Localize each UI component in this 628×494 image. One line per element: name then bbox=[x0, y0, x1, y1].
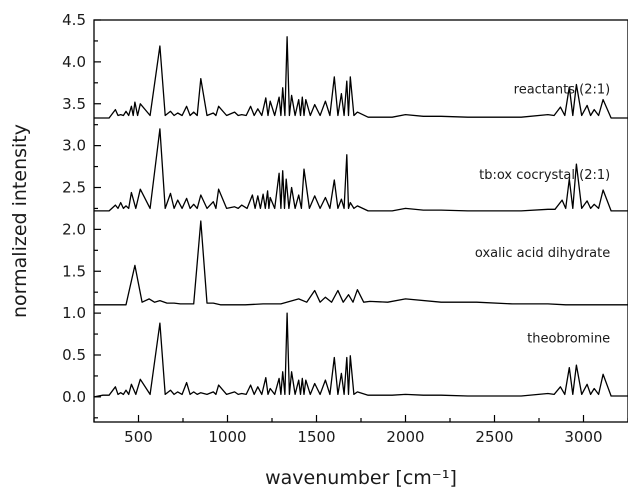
x-tick-label: 3000 bbox=[564, 428, 602, 446]
spectrum-line-3 bbox=[93, 312, 628, 398]
x-tick-label: 500 bbox=[124, 428, 153, 446]
x-axis-label: wavenumber [cm⁻¹] bbox=[265, 467, 457, 489]
spectrum-label: theobromine bbox=[527, 331, 610, 346]
spectrum-label: oxalic acid dihydrate bbox=[475, 246, 610, 261]
y-axis-ticks: 0.0 0.5 1.0 1.5 2.0 2.5 3.0 3.5 4.0 4.5 bbox=[62, 11, 101, 419]
spectrum-line-2 bbox=[94, 220, 628, 306]
y-tick-label: 2.0 bbox=[62, 220, 86, 238]
spectrum-labels: reactants (2:1) tb:ox cocrystal (2:1) oxal… bbox=[475, 83, 610, 347]
x-tick-label: 1000 bbox=[208, 428, 246, 446]
y-tick-label: 1.5 bbox=[62, 262, 86, 280]
y-tick-label: 0.0 bbox=[62, 388, 86, 406]
spectrum-line-1 bbox=[94, 128, 628, 212]
x-tick-label: 2500 bbox=[475, 428, 513, 446]
spectra-curves bbox=[93, 36, 628, 398]
y-tick-label: 2.5 bbox=[62, 179, 86, 197]
y-tick-label: 4.0 bbox=[62, 53, 86, 71]
spectrum-label: reactants (2:1) bbox=[514, 83, 611, 98]
x-axis-ticks: 500 1000 1500 2000 2500 3000 bbox=[93, 415, 628, 446]
y-tick-label: 1.0 bbox=[62, 304, 86, 322]
y-tick-label: 0.5 bbox=[62, 346, 86, 364]
spectrum-label: tb:ox cocrystal (2:1) bbox=[479, 168, 610, 183]
y-tick-label: 4.5 bbox=[62, 11, 86, 29]
plot-frame bbox=[93, 19, 628, 423]
plot-area: reactants (2:1) tb:ox cocrystal (2:1) oxal… bbox=[62, 11, 628, 446]
x-tick-label: 1500 bbox=[297, 428, 335, 446]
x-tick-label: 2000 bbox=[386, 428, 424, 446]
y-axis-label: normalized intensity bbox=[9, 124, 31, 318]
spectrum-line-0 bbox=[94, 36, 628, 119]
y-tick-label: 3.5 bbox=[62, 95, 86, 113]
y-tick-label: 3.0 bbox=[62, 137, 86, 155]
